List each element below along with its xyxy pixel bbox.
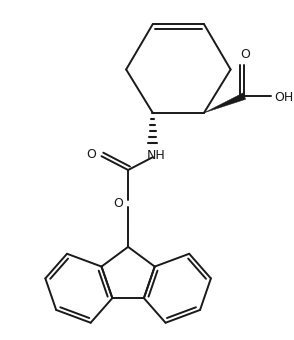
Text: OH: OH: [274, 90, 293, 104]
Text: NH: NH: [146, 149, 165, 162]
Text: O: O: [87, 148, 97, 161]
Text: O: O: [113, 197, 123, 210]
Text: O: O: [240, 48, 250, 61]
Polygon shape: [204, 93, 246, 113]
